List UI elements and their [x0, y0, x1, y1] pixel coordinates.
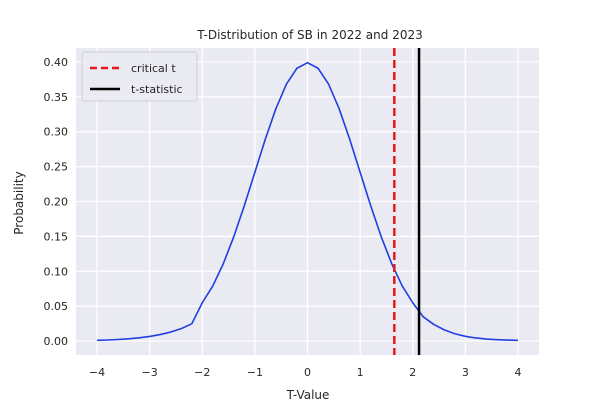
legend-label-critical-t: critical t: [131, 62, 176, 75]
x-tick-label: −4: [89, 366, 105, 379]
density-curve: [97, 61, 518, 342]
y-tick-label: 0.30: [44, 126, 69, 139]
x-tick-label: 1: [357, 366, 364, 379]
x-tick-label: 3: [462, 366, 469, 379]
y-tick-label: 0.15: [44, 230, 69, 243]
x-tick-label: 2: [409, 366, 416, 379]
y-tick-label: 0.35: [44, 91, 69, 104]
x-tick-label: −1: [247, 366, 263, 379]
y-tick-label: 0.20: [44, 196, 69, 209]
x-tick-label: −2: [194, 366, 210, 379]
x-axis-label: T-Value: [286, 388, 330, 400]
y-tick-labels: 0.00 0.05 0.10 0.15 0.20 0.25 0.30 0.35 0.40: [44, 56, 69, 348]
y-tick-label: 0.40: [44, 56, 69, 69]
x-tick-label: 4: [514, 366, 521, 379]
x-tick-label: −3: [142, 366, 158, 379]
x-tick-labels: −4 −3 −2 −1 0 1 2 3 4: [89, 366, 522, 379]
series-layer: [97, 48, 518, 355]
y-axis-label: Probability: [12, 171, 26, 234]
y-tick-label: 0.00: [44, 335, 69, 348]
y-tick-label: 0.10: [44, 265, 69, 278]
chart-title: T-Distribution of SB in 2022 and 2023: [196, 28, 422, 42]
x-tick-label: 0: [304, 366, 311, 379]
y-tick-label: 0.05: [44, 300, 69, 313]
grid-lines: [76, 48, 539, 355]
y-tick-label: 0.25: [44, 161, 69, 174]
legend: critical t t-statistic: [81, 51, 198, 102]
legend-label-t-statistic: t-statistic: [131, 83, 183, 96]
